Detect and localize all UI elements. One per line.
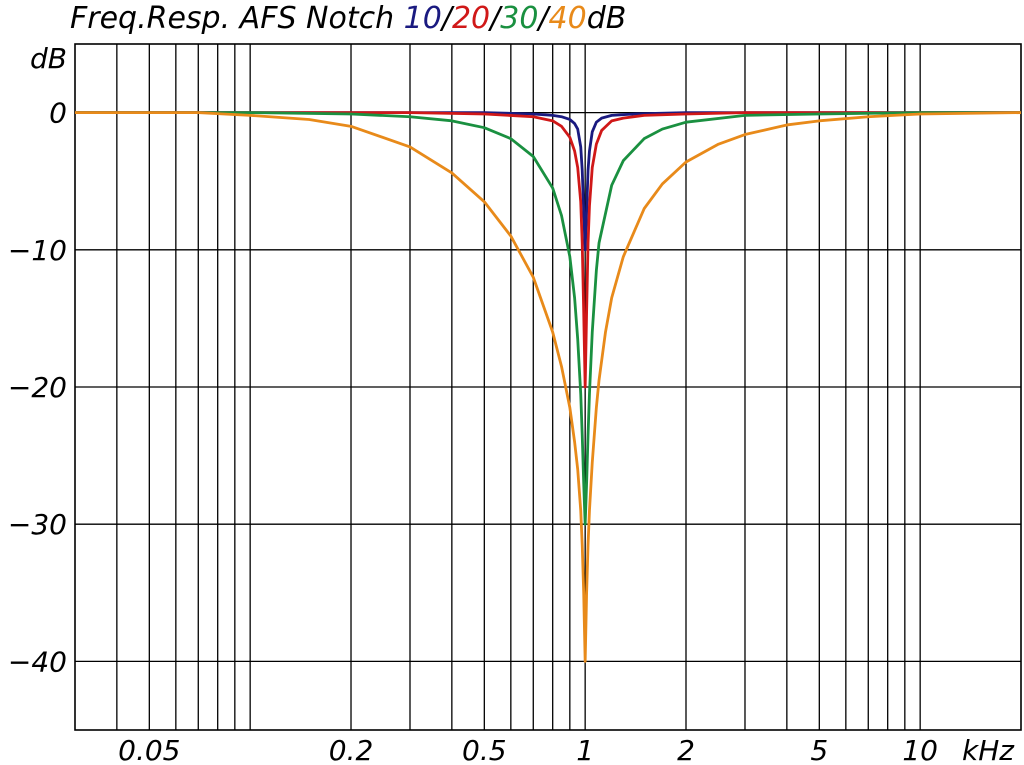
x-tick-label: 1	[576, 734, 594, 765]
chart-title-part: 10	[404, 1, 442, 36]
y-tick-label: −20	[8, 371, 67, 404]
grid	[74, 43, 1022, 731]
chart-title-part: 40	[549, 1, 587, 36]
chart-title-part: /	[487, 1, 503, 36]
y-tick-label: 0	[49, 97, 67, 130]
series-line-1	[75, 111, 1021, 252]
x-tick-label: 0.05	[118, 734, 180, 765]
series-group	[75, 111, 1022, 663]
x-tick-label: 0.5	[462, 734, 507, 765]
chart-title-part: dB	[587, 1, 627, 36]
chart-title-prefix: Freq.Resp. AFS Notch	[70, 1, 404, 36]
chart-title-part: /	[535, 1, 551, 36]
x-axis-unit: kHz	[962, 734, 1015, 765]
y-tick-label: −10	[8, 234, 67, 267]
x-tick-label: 2	[677, 734, 695, 765]
x-tick-label: 5	[810, 734, 828, 765]
series-line-4	[75, 111, 1022, 663]
y-tick-label: −40	[8, 645, 67, 678]
chart-title: Freq.Resp. AFS Notch 10/20/30/40dB	[70, 1, 626, 36]
x-tick-labels: 0.05 0.2 0.5 1 2 5 10	[118, 734, 938, 765]
chart-title-part: 30	[500, 1, 538, 36]
x-tick-label: 10	[902, 734, 938, 765]
y-tick-label: −30	[8, 508, 67, 541]
series-line-3	[75, 111, 1021, 526]
chart-title-part: /	[439, 1, 455, 36]
chart-title-part: 20	[452, 1, 490, 36]
y-tick-labels: 0 −10 −20 −30 −40	[8, 97, 67, 679]
series-line-2	[75, 111, 1021, 389]
y-axis-label: dB	[30, 42, 67, 75]
x-tick-label: 0.2	[329, 734, 374, 765]
